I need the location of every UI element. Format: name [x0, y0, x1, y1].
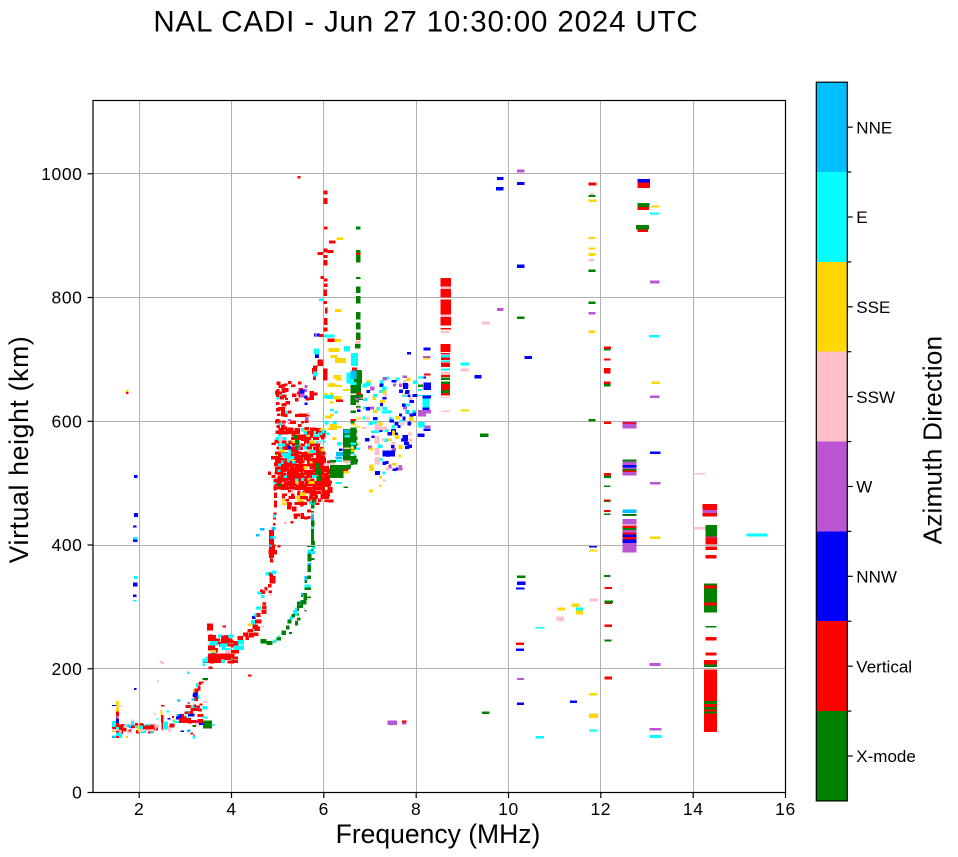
svg-text:4: 4	[226, 799, 236, 819]
svg-text:W: W	[856, 478, 872, 497]
svg-text:10: 10	[498, 799, 519, 819]
svg-text:14: 14	[683, 799, 704, 819]
svg-text:Virtual height (km): Virtual height (km)	[4, 336, 34, 564]
svg-text:16: 16	[775, 799, 796, 819]
svg-text:Vertical: Vertical	[856, 657, 912, 676]
svg-text:8: 8	[411, 799, 421, 819]
svg-text:SSW: SSW	[856, 388, 895, 407]
svg-text:E: E	[856, 208, 867, 227]
svg-text:12: 12	[590, 799, 611, 819]
svg-text:200: 200	[52, 659, 83, 679]
svg-text:NAL CADI - Jun 27 10:30:00 202: NAL CADI - Jun 27 10:30:00 2024 UTC	[153, 6, 698, 39]
svg-text:600: 600	[52, 412, 83, 432]
svg-text:0: 0	[72, 783, 82, 803]
svg-text:2: 2	[134, 799, 144, 819]
svg-text:SSE: SSE	[856, 298, 890, 317]
svg-text:400: 400	[52, 535, 83, 555]
svg-text:NNW: NNW	[856, 568, 897, 587]
svg-text:X-mode: X-mode	[856, 747, 916, 766]
svg-text:800: 800	[52, 288, 83, 308]
svg-text:Frequency (MHz): Frequency (MHz)	[336, 819, 541, 849]
svg-text:6: 6	[319, 799, 329, 819]
svg-text:Azimuth Direction: Azimuth Direction	[918, 336, 948, 545]
svg-text:NNE: NNE	[856, 118, 892, 137]
svg-text:1000: 1000	[41, 164, 82, 184]
